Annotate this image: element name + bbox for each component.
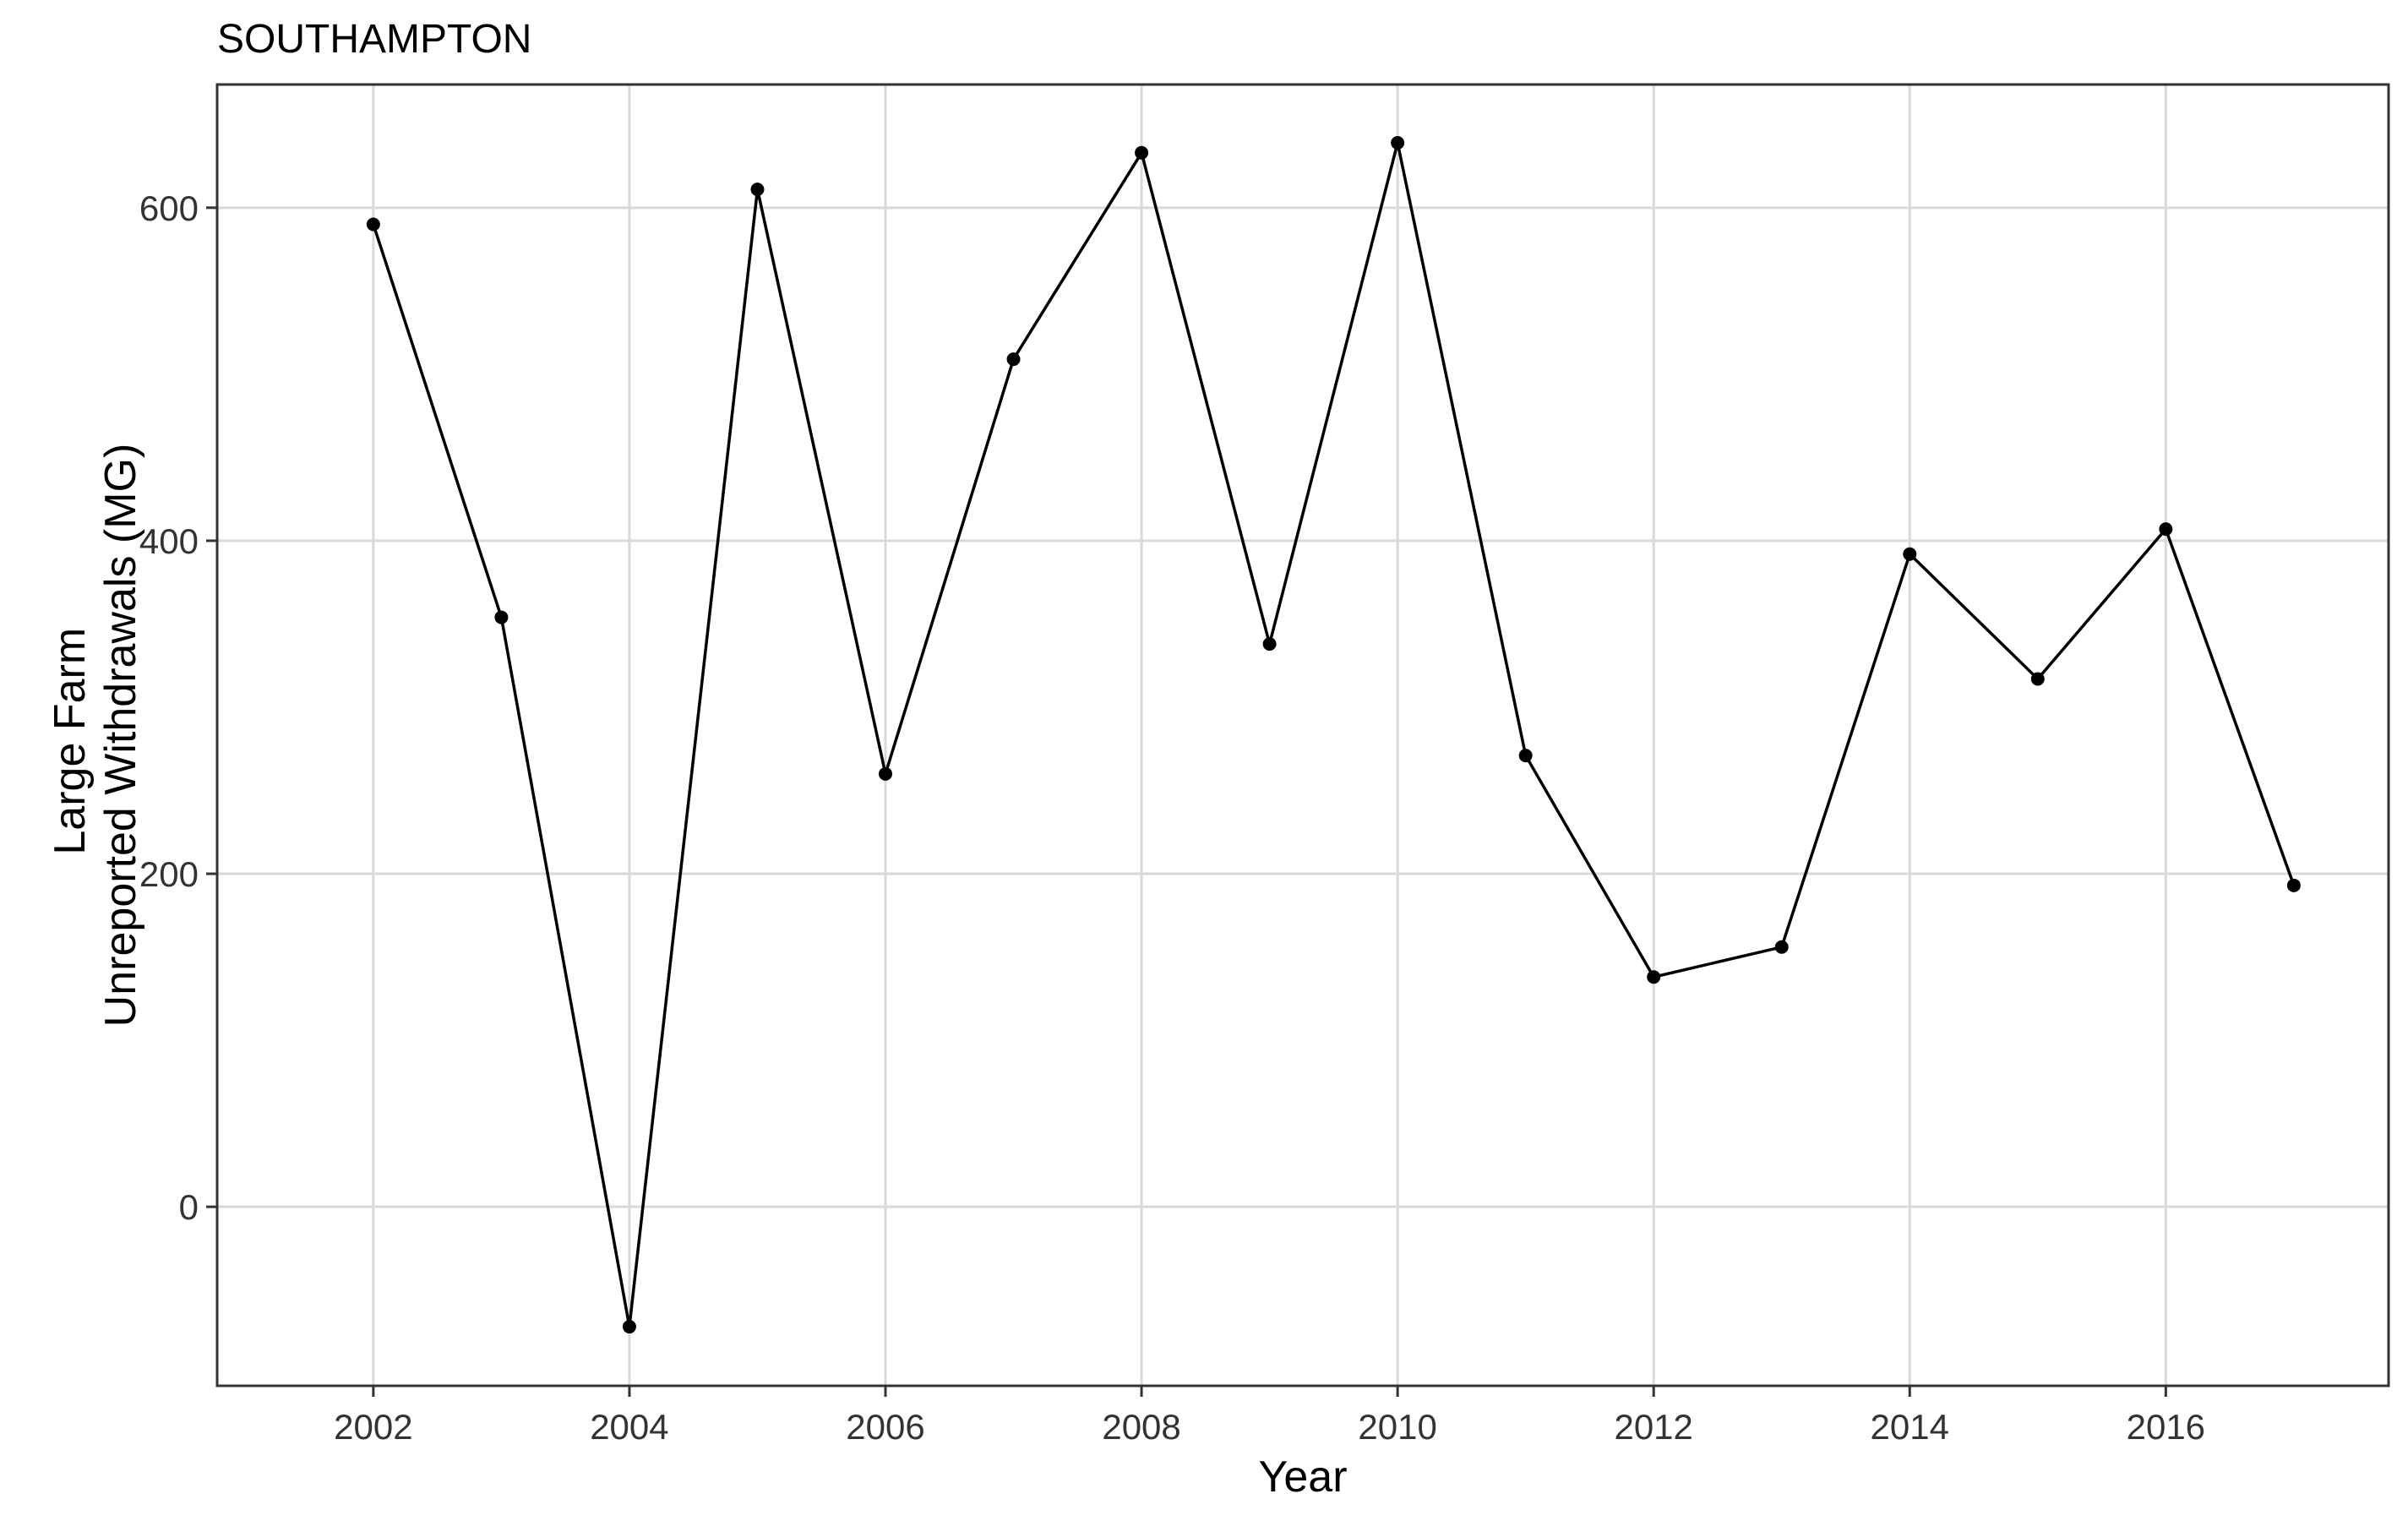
x-axis: 2002 2004 2006 2008 2010 2012 2014 2016 [334, 1386, 2205, 1447]
x-tick-label: 2006 [846, 1407, 924, 1447]
x-tick-label: 2016 [2127, 1407, 2205, 1447]
data-point [2159, 522, 2173, 537]
series-line [372, 142, 2296, 1327]
grid-lines [217, 84, 2389, 1386]
data-point [1006, 352, 1021, 367]
y-tick-label: 600 [139, 188, 199, 228]
y-tick-label: 200 [139, 854, 199, 894]
data-point [1391, 135, 1405, 150]
x-tick-label: 2004 [590, 1407, 668, 1447]
data-point [750, 183, 765, 197]
data-point [879, 766, 893, 781]
data-point [2030, 672, 2045, 686]
data-point [1903, 547, 1917, 561]
y-axis: 0 200 400 600 [139, 188, 217, 1227]
x-axis-title: Year [1258, 1453, 1347, 1502]
data-series [366, 135, 2301, 1334]
y-axis-title-line-2: Unreported Withdrawals (MG) [96, 444, 145, 1028]
y-axis-title: Large Farm Unreported Withdrawals (MG) [46, 444, 145, 1028]
data-point [1518, 749, 1533, 763]
x-tick-label: 2014 [1871, 1407, 1949, 1447]
x-tick-label: 2012 [1614, 1407, 1692, 1447]
data-point [622, 1320, 636, 1334]
data-point [1135, 145, 1149, 160]
plot-panel-border [215, 83, 2390, 1387]
chart-title: SOUTHAMPTON [217, 17, 531, 62]
y-axis-title-line-1: Large Farm [46, 628, 95, 855]
data-point [366, 217, 380, 232]
x-tick-label: 2008 [1102, 1407, 1180, 1447]
y-tick-label: 0 [179, 1187, 199, 1227]
data-point [494, 610, 509, 624]
data-point [2286, 878, 2301, 892]
data-point [1774, 940, 1789, 954]
x-tick-label: 2010 [1358, 1407, 1436, 1447]
y-tick-label: 400 [139, 521, 199, 561]
data-point [1647, 970, 1661, 984]
data-point [1262, 637, 1277, 651]
x-tick-label: 2002 [334, 1407, 412, 1447]
